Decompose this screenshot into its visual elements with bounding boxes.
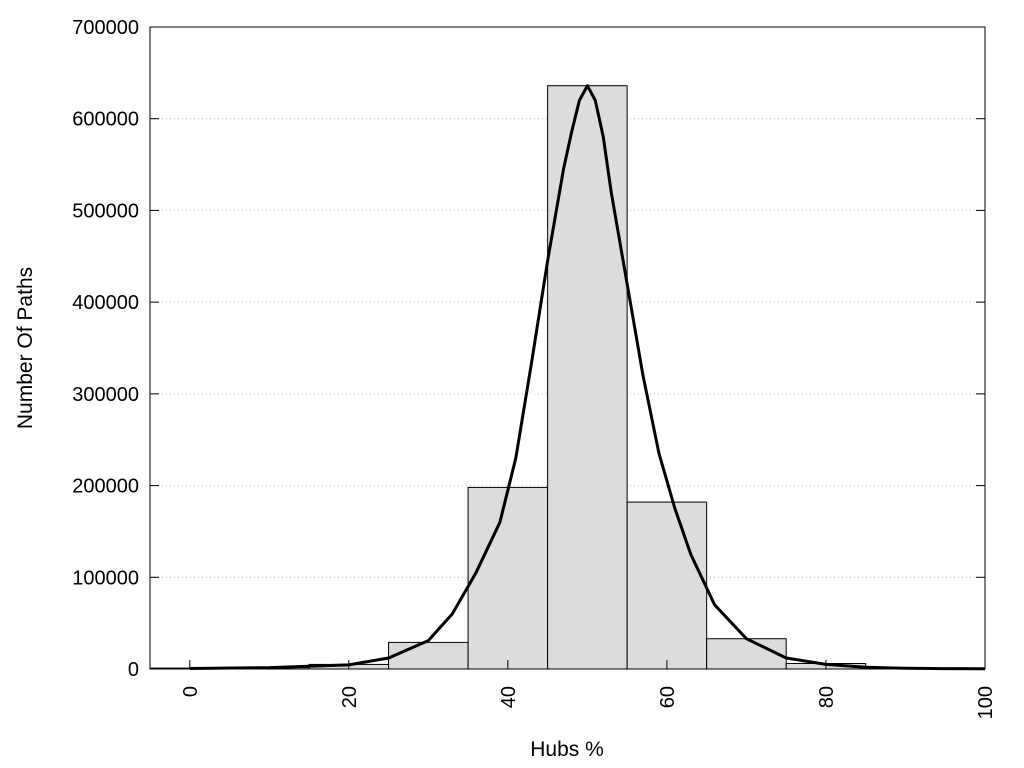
histogram-bar-3 <box>388 641 469 670</box>
plot-frame <box>149 26 986 670</box>
x-tick-label-3: 60 <box>657 686 679 708</box>
x-tick-label-4: 80 <box>816 686 838 708</box>
x-axis-title: Hubs % <box>530 738 604 761</box>
histogram-bar-6 <box>626 501 708 670</box>
histogram-bar-4 <box>467 486 549 670</box>
y-tick-label-0: 0 <box>128 659 139 681</box>
axis-ticks: 0 100000 200000 300000 400000 500000 600000 700… <box>72 17 997 719</box>
y-tick-label-3: 300000 <box>72 384 139 406</box>
x-tick-label-0: 0 <box>180 686 202 697</box>
fit-curve <box>189 84 986 671</box>
histogram-bar-5 <box>547 85 628 670</box>
y-axis-title: Number Of Paths <box>14 267 37 429</box>
x-tick-label-5: 100 <box>975 686 997 719</box>
y-tick-label-7: 700000 <box>72 17 139 39</box>
y-tick-label-4: 400000 <box>72 292 139 314</box>
y-tick-label-5: 500000 <box>72 200 139 222</box>
x-tick-label-2: 40 <box>498 686 520 708</box>
histogram-bars <box>149 85 986 670</box>
y-tick-label-2: 200000 <box>72 476 139 498</box>
x-tick-label-1: 20 <box>339 686 361 708</box>
y-tick-label-6: 600000 <box>72 109 139 131</box>
fit-curve-line <box>189 84 986 671</box>
y-tick-label-1: 100000 <box>72 567 139 589</box>
histogram-bar-7 <box>706 638 787 670</box>
